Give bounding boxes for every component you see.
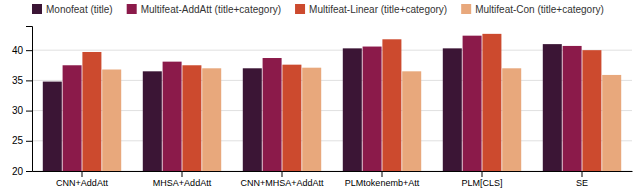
x-tick-label: PLMtokenemb+Att <box>345 178 420 188</box>
grid-line <box>32 171 632 172</box>
y-axis-line <box>26 27 33 172</box>
bar <box>143 71 162 171</box>
bar <box>382 39 401 171</box>
y-tick-mark <box>26 50 32 51</box>
x-tick-mark <box>82 171 83 177</box>
bar <box>282 65 301 171</box>
y-axis: 20 25 30 35 40 <box>12 27 33 177</box>
x-tick: CNN+MHSA+AddAtt <box>240 171 324 188</box>
grid-line <box>32 80 632 81</box>
bars <box>43 34 621 171</box>
y-tick-label: 20 <box>12 166 24 177</box>
legend-swatch <box>295 4 305 14</box>
x-tick-label: CNN+MHSA+AddAtt <box>240 178 324 188</box>
legend-swatch <box>32 4 42 14</box>
y-tick: 40 <box>12 45 32 56</box>
bar <box>302 68 321 171</box>
y-tick-label: 30 <box>12 105 24 116</box>
bar <box>63 65 82 171</box>
y-tick-label: 35 <box>12 75 24 86</box>
x-tick-mark <box>382 171 383 177</box>
y-tick: 30 <box>12 105 32 116</box>
x-tick: SE <box>576 171 588 188</box>
bar <box>582 50 601 171</box>
bar <box>543 44 562 171</box>
y-tick-mark <box>26 141 32 142</box>
bar <box>343 48 362 171</box>
y-tick-label: 25 <box>12 135 24 146</box>
bar <box>182 65 201 171</box>
x-tick-label: SE <box>576 178 588 188</box>
bar-series <box>82 34 601 171</box>
chart: Monofeat (title) Multifeat-AddAtt (title+… <box>0 0 640 191</box>
x-tick-mark <box>482 171 483 177</box>
x-tick: PLMtokenemb+Att <box>345 171 420 188</box>
y-tick-label: 40 <box>12 45 24 56</box>
bar-series <box>102 68 621 171</box>
legend-label: Monofeat (title) <box>46 4 113 15</box>
x-axis: CNN+AddAtt MHSA+AddAtt CNN+MHSA+AddAtt PLMt… <box>33 171 633 188</box>
bar <box>402 71 421 171</box>
legend-swatch <box>461 4 471 14</box>
legend-item: Monofeat (title) <box>32 4 113 15</box>
legend-item: Multifeat-Linear (title+category) <box>295 4 447 15</box>
x-tick-label: CNN+AddAtt <box>56 178 108 188</box>
legend-swatch <box>127 4 137 14</box>
bar <box>463 36 482 171</box>
legend: Monofeat (title) Multifeat-AddAtt (title+… <box>32 4 604 15</box>
x-tick-mark <box>282 171 283 177</box>
legend-label: Multifeat-AddAtt (title+category) <box>141 4 281 15</box>
bar <box>563 46 582 171</box>
grid <box>32 50 632 171</box>
bar <box>263 58 282 171</box>
y-tick: 35 <box>12 75 32 86</box>
x-tick-mark <box>182 171 183 177</box>
legend-item: Multifeat-Con (title+category) <box>461 4 604 15</box>
bar <box>243 68 262 171</box>
bar <box>482 34 501 171</box>
bar <box>43 82 62 171</box>
bar <box>82 52 101 171</box>
x-tick: CNN+AddAtt <box>56 171 108 188</box>
x-axis-line <box>33 171 633 172</box>
x-tick-label: MHSA+AddAtt <box>153 178 212 188</box>
bar <box>102 70 121 172</box>
legend-item: Multifeat-AddAtt (title+category) <box>127 4 281 15</box>
y-tick-mark <box>26 111 32 112</box>
grid-line <box>32 110 632 111</box>
legend-label: Multifeat-Con (title+category) <box>475 4 604 15</box>
bar <box>363 47 382 171</box>
bar <box>602 75 621 171</box>
x-tick-label: PLM[CLS] <box>461 178 502 188</box>
bar <box>502 68 521 171</box>
grid-line <box>32 50 632 51</box>
y-tick: 25 <box>12 135 32 146</box>
x-tick-mark <box>582 171 583 177</box>
y-tick-mark <box>26 80 32 81</box>
y-tick-mark <box>26 171 32 172</box>
x-tick: MHSA+AddAtt <box>153 171 212 188</box>
bar-series <box>63 36 582 171</box>
x-tick: PLM[CLS] <box>461 171 502 188</box>
bar <box>202 68 221 171</box>
plot: 20 25 30 35 40 CNN+AddAtt MHSA+AddAtt CNN+MHSA+… <box>12 27 633 191</box>
legend-label: Multifeat-Linear (title+category) <box>309 4 447 15</box>
bar <box>443 48 462 171</box>
bar <box>163 62 182 171</box>
y-tick: 20 <box>12 166 32 177</box>
grid-line <box>32 140 632 141</box>
